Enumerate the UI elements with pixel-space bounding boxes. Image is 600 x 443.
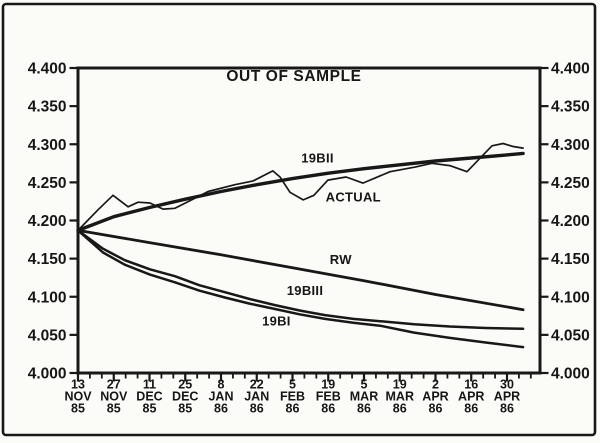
x-axis-label: 85 <box>143 402 157 416</box>
y-axis-label-left: 4.400 <box>28 61 67 78</box>
x-axis-label: MAR <box>350 390 378 404</box>
series-label-actual: ACTUAL <box>326 189 381 204</box>
x-axis-label: 86 <box>357 402 371 416</box>
x-axis-label: 86 <box>393 402 407 416</box>
x-axis-label: 27 <box>107 378 121 392</box>
x-axis-label: FEB <box>316 390 341 404</box>
y-axis-label-right: 4.350 <box>551 99 590 116</box>
series-label-19biii: 19BIII <box>287 283 323 298</box>
x-axis-label: JAN <box>208 390 233 404</box>
x-axis-labels: 13NOV8527NOV8511DEC8525DEC858JAN8622JAN8… <box>64 378 520 416</box>
y-axis-label-left: 4.300 <box>28 137 67 154</box>
y-axis-label-right: 4.050 <box>551 327 590 344</box>
chart-title: OUT OF SAMPLE <box>226 68 361 85</box>
x-axis-label: 25 <box>178 378 192 392</box>
x-axis-label: 11 <box>143 378 156 392</box>
x-axis-label: 86 <box>214 402 228 416</box>
x-axis-label: 19 <box>393 378 407 392</box>
y-axis-label-left: 4.200 <box>28 213 67 230</box>
x-axis-label: 86 <box>464 402 478 416</box>
series-line-rw <box>76 228 525 312</box>
y-axis-label-right: 4.250 <box>551 175 590 192</box>
x-axis-label: APR <box>494 390 520 404</box>
figure-border <box>1 2 597 437</box>
y-axis-label-left: 4.250 <box>28 175 67 192</box>
y-axis-labels-right: 4.000 4.050 4.100 4.150 4.200 4.250 4.300 4.350… <box>551 61 590 383</box>
series-labels: ACTUAL 19BII RW 19BIII 19BI <box>262 150 381 328</box>
x-axis-label: 86 <box>321 402 335 416</box>
y-axis-label-right: 4.000 <box>551 366 590 383</box>
x-axis-label: 2 <box>432 378 439 392</box>
y-axis-label-right: 4.100 <box>551 289 590 306</box>
x-axis-label: 13 <box>71 378 85 392</box>
series-line-19bii <box>76 151 525 233</box>
y-axis-label-right: 4.150 <box>551 251 590 268</box>
x-axis-label: JAN <box>244 390 269 404</box>
x-axis-label: MAR <box>386 390 414 404</box>
x-axis-label: 19 <box>321 378 335 392</box>
series-label-19bi: 19BI <box>262 314 291 329</box>
y-axis-labels-left: 4.000 4.050 4.100 4.150 4.200 4.250 4.300 4.350… <box>28 61 67 383</box>
x-axis-label: 16 <box>464 378 478 392</box>
x-axis-label: 22 <box>250 378 264 392</box>
x-axis-label: 5 <box>289 378 296 392</box>
x-axis-label: 86 <box>250 402 264 416</box>
y-axis-label-left: 4.000 <box>28 366 67 383</box>
x-axis-label: FEB <box>280 390 305 404</box>
y-axis-label-left: 4.350 <box>28 99 67 116</box>
x-axis-label: NOV <box>100 390 128 404</box>
y-axis-label-right: 4.400 <box>551 61 590 78</box>
x-axis-label: APR <box>422 390 448 404</box>
x-axis-label: 5 <box>361 378 368 392</box>
series-label-rw: RW <box>330 252 352 267</box>
y-axis-label-right: 4.300 <box>551 137 590 154</box>
x-axis-label: 86 <box>429 402 443 416</box>
x-axis-label: 8 <box>218 378 225 392</box>
series-line-19bi <box>76 229 525 349</box>
axis-ticks <box>69 66 549 382</box>
x-axis-label: 86 <box>286 402 300 416</box>
x-axis-label: 85 <box>178 402 192 416</box>
series-lines <box>76 142 525 349</box>
y-axis-label-right: 4.200 <box>551 213 590 230</box>
y-axis-label-left: 4.150 <box>28 251 67 268</box>
series-label-19bii: 19BII <box>301 150 334 165</box>
y-axis-label-left: 4.100 <box>28 289 67 306</box>
y-axis-label-left: 4.050 <box>28 327 67 344</box>
x-axis-label: DEC <box>172 390 198 404</box>
x-axis-label: 85 <box>71 402 85 416</box>
x-axis-label: 85 <box>107 402 121 416</box>
x-axis-label: 86 <box>500 402 514 416</box>
x-axis-label: 30 <box>500 378 514 392</box>
x-axis-label: DEC <box>136 390 162 404</box>
x-axis-label: NOV <box>64 390 92 404</box>
series-line-actual <box>77 142 524 232</box>
x-axis-label: APR <box>458 390 484 404</box>
series-line-19biii <box>76 229 525 331</box>
